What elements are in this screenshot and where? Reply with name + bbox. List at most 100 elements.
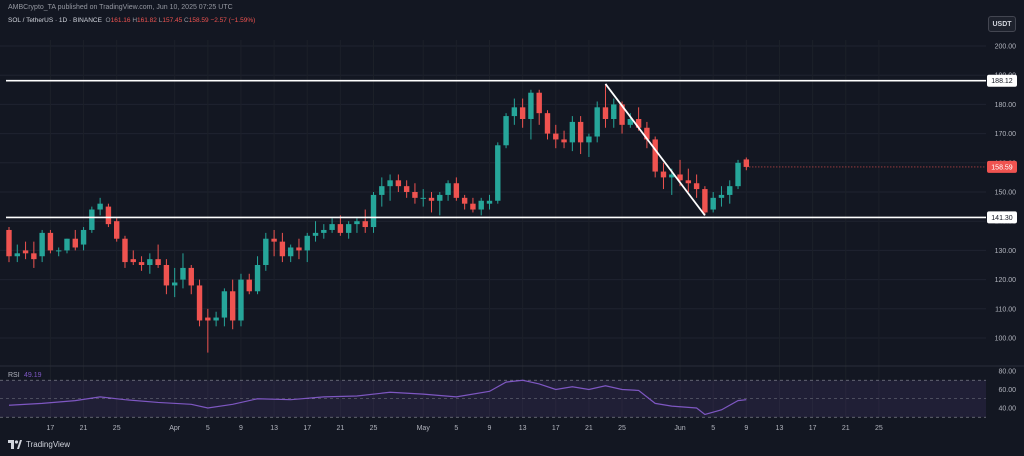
level-label: 188.12 [991,78,1013,85]
candle-body [188,267,194,286]
candle-body [246,279,252,292]
time-tick-label: 17 [303,425,311,432]
candle-body [503,116,509,146]
time-tick-label: Apr [169,425,181,432]
candle-body [445,183,451,195]
time-tick-label: 21 [842,425,850,432]
open-label: O [105,17,111,24]
candle-body [544,113,551,134]
candle-body [669,174,675,178]
candle-body [553,133,559,140]
candle-body [64,238,70,251]
candle-body [702,189,708,213]
high-value: 161.82 [137,17,157,24]
grid-lines [0,40,1024,418]
rsi-tick-label: 40.00 [998,406,1016,413]
candle-body [379,186,385,195]
candle-body [345,224,352,233]
tradingview-logo-icon [8,440,22,449]
price-tick-label: 150.00 [995,190,1017,197]
candle-body [519,107,526,119]
candle-body [594,107,600,137]
time-tick-label: 21 [80,425,88,432]
candle-body [271,238,277,242]
candle-body [254,265,261,292]
candle-body [321,229,327,233]
candle-body [619,104,625,125]
time-axis[interactable]: 17 21 25 Apr 5 9 13 17 21 25 May 5 9 13 17 21 25 Jun 5 9 13 1… [47,425,883,432]
low-value: 157.45 [162,17,183,24]
candle-body [39,232,45,257]
candle-body [229,291,236,321]
trend-lines[interactable] [604,83,706,216]
candle-body [312,232,319,236]
candle-body [31,253,37,260]
rsi-value: 49.19 [24,372,42,379]
candle-body [329,224,335,230]
candle-body [147,259,153,265]
last-price-label: 158.59 [991,164,1013,171]
candle-body [685,180,692,184]
time-tick-label: 21 [585,425,593,432]
candle-body [461,197,468,204]
time-tick-label: May [417,425,431,432]
symbol-legend: SOL / TetherUS · 1D · BINANCE O161.16 H1… [8,17,255,24]
candle-body [470,203,476,210]
candle-body [138,262,145,265]
candle-body [130,259,136,263]
price-tick-label: 110.00 [995,306,1016,313]
candle-body [586,136,592,143]
candle-body [205,317,211,321]
candle-body [395,180,402,187]
candle-body [478,200,484,210]
candle-body [163,265,170,286]
candle-body [577,121,584,143]
candle-body [47,232,54,251]
candle-body [677,174,683,181]
candle-body [287,247,294,257]
level-label: 141.30 [991,215,1013,222]
candle-body [611,104,617,119]
price-tick-label: 200.00 [995,44,1017,51]
publisher-info: AMBCrypto_TA published on TradingView.co… [8,4,233,11]
level-tag [987,211,1017,224]
time-tick-label: 13 [270,425,278,432]
candle-body [660,171,667,178]
candle-body [370,194,377,228]
candle-body [22,250,29,254]
candle-body [453,183,460,198]
candle-body [213,317,219,321]
close-label: C [184,17,189,24]
price-axis[interactable]: 200.00190.00180.00170.00160.00150.00140.… [995,44,1017,343]
rsi-pane: 80.00 60.00 40.00 RSI 49.19 [0,369,1016,418]
horizontal-levels[interactable]: 188.12 141.30 [6,74,1017,224]
price-tick-label: 100.00 [995,336,1017,343]
time-tick-label: 9 [744,425,748,432]
candle-body [337,224,344,233]
tradingview-footer[interactable]: TradingView [8,440,70,449]
time-tick-label: 17 [552,425,560,432]
candle-body [693,183,700,190]
candle-body [420,197,426,199]
time-tick-label: Jun [674,425,685,432]
candle-body [743,159,750,167]
candle-body [97,203,103,210]
symbol-name[interactable]: SOL / TetherUS · 1D · BINANCE [8,17,102,24]
rsi-tick-label: 60.00 [998,387,1016,394]
candle-body [536,92,542,114]
level-tag [987,74,1017,87]
last-price-tag [987,160,1017,173]
candle-body [196,285,203,321]
candle-body [735,162,741,187]
close-value: 158.59 [188,17,209,24]
candle-body [72,238,78,248]
time-tick-label: 13 [519,425,527,432]
time-tick-label: 5 [711,425,715,432]
candle-body [727,186,733,195]
currency-button[interactable]: USDT [988,16,1016,32]
candle-body [354,221,360,225]
candle-body [89,209,95,230]
candle-body [6,229,12,257]
candle-body [495,145,501,201]
